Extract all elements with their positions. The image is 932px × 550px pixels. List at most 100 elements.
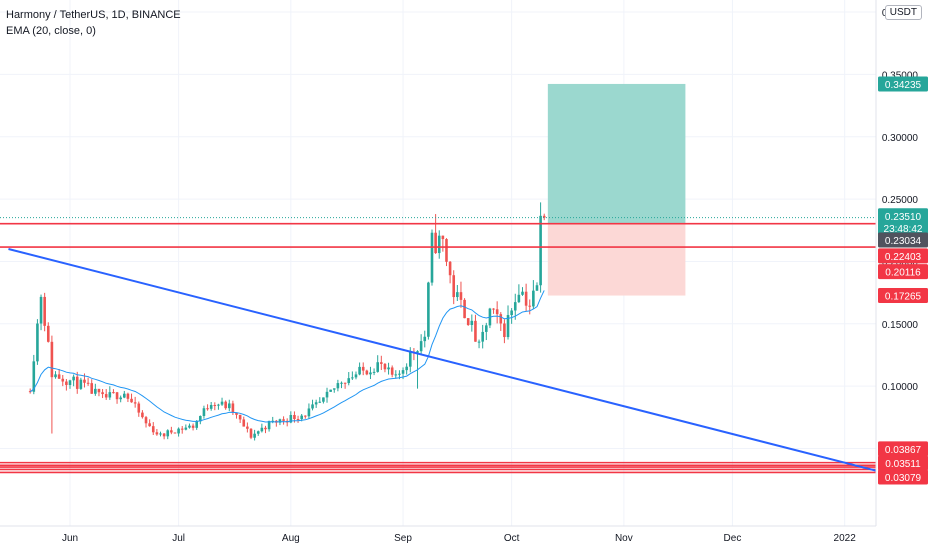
candle-body	[434, 232, 437, 254]
candle-body	[249, 428, 253, 438]
price-label-text: 0.20116	[885, 268, 921, 279]
candle-body	[405, 366, 408, 371]
candle-body	[459, 292, 463, 300]
candle-body	[39, 296, 43, 324]
candle-body	[86, 382, 90, 384]
candle-body	[227, 403, 231, 409]
candle-body	[539, 215, 542, 286]
candle-body	[101, 392, 104, 395]
candle-body	[206, 408, 209, 410]
price-label-text: 0.03511	[885, 459, 921, 470]
indicator-legend[interactable]: EMA (20, close, 0)	[6, 25, 96, 37]
candle-body	[133, 402, 137, 404]
y-tick-label: 0.15000	[882, 320, 919, 331]
candle-body	[79, 379, 83, 389]
x-tick-label: 2022	[834, 533, 857, 544]
candle-body	[46, 325, 50, 342]
candle-body	[437, 235, 441, 254]
candle-body	[532, 290, 535, 307]
candle-body	[314, 402, 318, 405]
candle-body	[108, 392, 112, 398]
candle-body	[383, 363, 387, 370]
candle-body	[340, 382, 343, 384]
candle-body	[452, 275, 456, 298]
candle-body	[137, 403, 141, 413]
candle-body	[351, 377, 354, 379]
candle-body	[343, 382, 347, 384]
x-tick-label: Nov	[615, 533, 633, 544]
candle-body	[235, 412, 238, 415]
candle-body	[267, 420, 271, 430]
candle-body	[485, 325, 488, 332]
candle-body	[217, 404, 220, 406]
currency-selector[interactable]: USDT	[884, 5, 922, 20]
candle-body	[180, 428, 184, 430]
price-label-box	[878, 287, 928, 303]
x-tick-label: Aug	[282, 533, 300, 544]
candle-body	[68, 380, 72, 385]
candle-body	[83, 379, 86, 383]
candle-body	[202, 408, 206, 416]
candle-body	[416, 351, 419, 353]
x-axis-ticks: Jun Jul Aug Sep Oct Nov Dec 2022	[62, 533, 856, 544]
y-tick-label: 0.35000	[882, 70, 919, 81]
candle-body	[166, 430, 170, 437]
x-tick-label: Oct	[504, 533, 520, 544]
candle-body	[296, 419, 300, 421]
price-label-box	[878, 220, 928, 236]
candle-body	[300, 415, 303, 420]
candle-body	[130, 398, 133, 403]
plot-background	[0, 0, 876, 526]
candle-body	[282, 419, 285, 421]
candle-body	[72, 376, 75, 381]
candle-body	[104, 394, 108, 398]
candle-body	[423, 336, 427, 342]
candle-body	[401, 370, 405, 374]
candle-body	[90, 383, 94, 394]
candle-body	[43, 296, 46, 326]
price-label-text: 0.23510	[885, 212, 922, 223]
candle-body	[123, 393, 126, 398]
candle-body	[112, 392, 115, 394]
candle-body	[264, 427, 267, 430]
candle-body	[184, 427, 188, 430]
candle-body	[170, 430, 173, 433]
candle-body	[535, 285, 539, 291]
candle-body	[387, 367, 390, 370]
candle-body	[307, 408, 311, 417]
candle-body	[50, 341, 54, 378]
candle-body	[470, 320, 474, 325]
candle-body	[126, 393, 130, 399]
candle-body	[242, 419, 246, 427]
price-label-text: 0.03867	[885, 445, 922, 456]
candle-body	[463, 299, 466, 319]
candle-body	[495, 309, 499, 315]
candle-body	[336, 383, 340, 389]
candle-body	[358, 366, 361, 375]
symbol-title[interactable]: Harmony / TetherUS, 1D, BINANCE	[6, 9, 181, 21]
candle-body	[253, 433, 256, 438]
candle-body	[231, 403, 235, 413]
y-tick-label: 0.25000	[882, 195, 919, 206]
price-label-box	[878, 208, 928, 224]
position-stop-zone	[547, 223, 686, 296]
candle-body	[54, 374, 57, 378]
candle-body	[380, 362, 383, 364]
candle-body	[256, 431, 260, 434]
candle-body	[365, 370, 369, 375]
candle-body	[213, 405, 217, 407]
candle-body	[347, 378, 351, 384]
candle-body	[466, 318, 470, 325]
price-label-box	[878, 455, 928, 471]
candle-body	[427, 282, 430, 337]
x-tick-label: Jul	[172, 533, 185, 544]
candle-body	[311, 404, 314, 409]
candle-body	[220, 401, 224, 405]
candle-body	[394, 374, 398, 376]
price-label-text: 0.23034	[885, 236, 922, 247]
candle-body	[376, 362, 379, 372]
candle-body	[419, 341, 423, 352]
y-tick-label: 0.10000	[882, 382, 919, 393]
